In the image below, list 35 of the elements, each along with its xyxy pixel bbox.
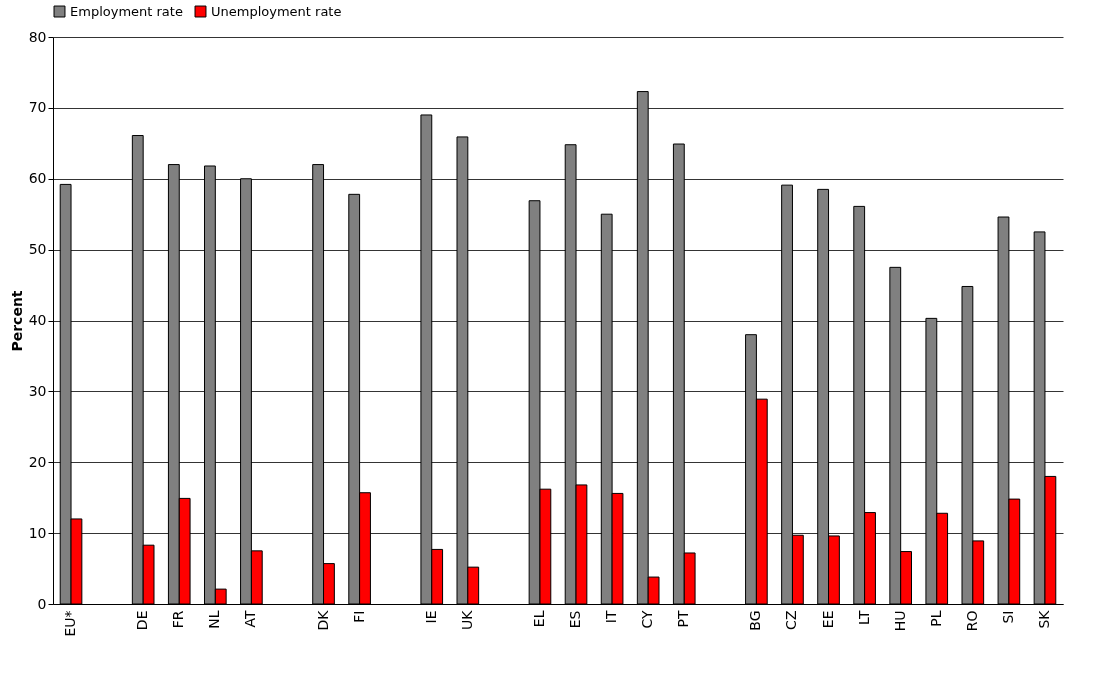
x-tick-label: UK	[458, 609, 475, 630]
x-tick-label: SK	[1035, 609, 1052, 629]
x-tick-label: SI	[999, 610, 1016, 624]
x-tick-label: FI	[350, 610, 367, 623]
legend-label: Employment rate	[70, 3, 183, 19]
y-tick-label: 80	[28, 28, 47, 45]
x-tick-label: NL	[206, 610, 223, 629]
x-tick-label: BG	[747, 610, 764, 631]
y-tick-label: 10	[28, 524, 47, 541]
y-axis-title: Percent	[8, 290, 25, 352]
x-tick-label: FR	[170, 610, 187, 629]
y-tick-label: 30	[28, 382, 47, 399]
x-tick-label: CZ	[783, 610, 800, 630]
y-tick-label: 50	[28, 241, 47, 258]
x-tick-label: PT	[675, 610, 692, 628]
x-tick-label: HU	[891, 610, 908, 632]
x-tick-label: AT	[242, 610, 259, 628]
y-tick-label: 40	[28, 312, 47, 328]
y-tick-label: 20	[28, 453, 47, 470]
y-tick-label: 70	[28, 99, 47, 116]
x-tick-label: EU*	[62, 610, 79, 637]
x-tick-label: PL	[927, 610, 944, 627]
x-tick-label: EE	[819, 610, 836, 629]
y-tick-label: 0	[37, 595, 47, 612]
x-tick-label: IT	[603, 610, 620, 624]
x-tick-label: IE	[422, 610, 439, 624]
x-tick-label: CY	[639, 610, 656, 629]
x-tick-label: LT	[855, 610, 872, 625]
x-tick-label: EL	[530, 610, 547, 628]
y-tick-label: 60	[28, 170, 47, 187]
x-tick-label: DE	[134, 610, 151, 631]
x-tick-label: DK	[314, 609, 331, 631]
legend-label: Unemployment rate	[211, 3, 342, 19]
x-tick-label: ES	[567, 610, 584, 629]
x-tick-label: RO	[963, 610, 980, 632]
